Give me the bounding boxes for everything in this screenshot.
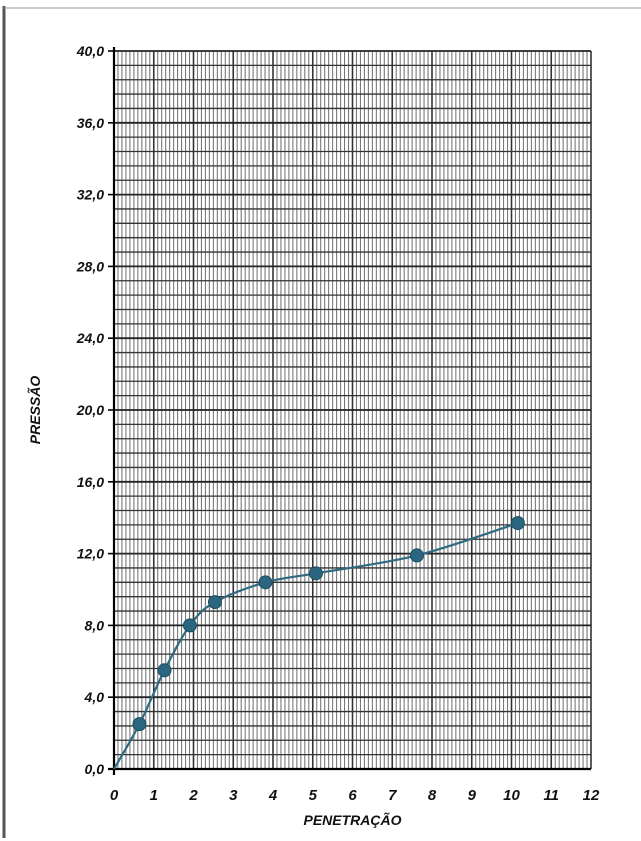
y-tick-label: 40,0 [76,43,104,59]
x-axis-title: PENETRAÇÃO [303,811,401,828]
x-tick-label: 7 [388,787,397,804]
x-tick-label: 12 [583,787,600,804]
y-tick-label: 32,0 [77,187,104,203]
x-tick-label: 0 [110,787,119,804]
y-tick-label: 12,0 [77,546,104,562]
x-tick-label: 6 [348,787,357,804]
x-tick-label: 3 [229,787,238,804]
x-tick-labels: 0 1 2 3 4 5 6 7 8 9 10 11 12 [110,787,600,804]
y-tick-label: 24,0 [76,330,104,346]
y-tick-label: 20,0 [76,402,104,418]
x-tick-label: 11 [543,787,559,804]
data-point [510,516,525,531]
x-tick-label: 4 [268,787,278,804]
x-tick-label: 5 [309,787,318,804]
data-point [258,575,273,590]
axes [108,47,591,775]
y-tick-label: 36,0 [77,115,104,131]
data-point [409,548,424,563]
x-tick-label: 8 [428,787,437,804]
y-tick-label: 8,0 [85,617,105,633]
y-axis-title: PRESSÃO [26,376,43,445]
x-tick-label: 9 [468,787,477,804]
y-tick-label: 16,0 [77,474,104,490]
data-point [182,618,197,633]
series-markers [132,516,525,732]
y-tick-label: 4,0 [84,689,105,705]
data-point [132,717,147,732]
y-tick-labels: 0,0 4,0 8,0 12,0 16,0 20,0 24,0 28,0 32,0 36,0 40,… [76,43,114,777]
x-tick-label: 10 [503,787,520,804]
y-tick-label: 0,0 [85,761,105,777]
data-point [157,663,172,678]
grid [113,50,592,770]
data-point [207,595,222,610]
x-tick-label: 2 [188,787,198,804]
x-tick-label: 1 [150,787,158,804]
y-tick-label: 28,0 [76,258,104,274]
data-point [308,566,323,581]
